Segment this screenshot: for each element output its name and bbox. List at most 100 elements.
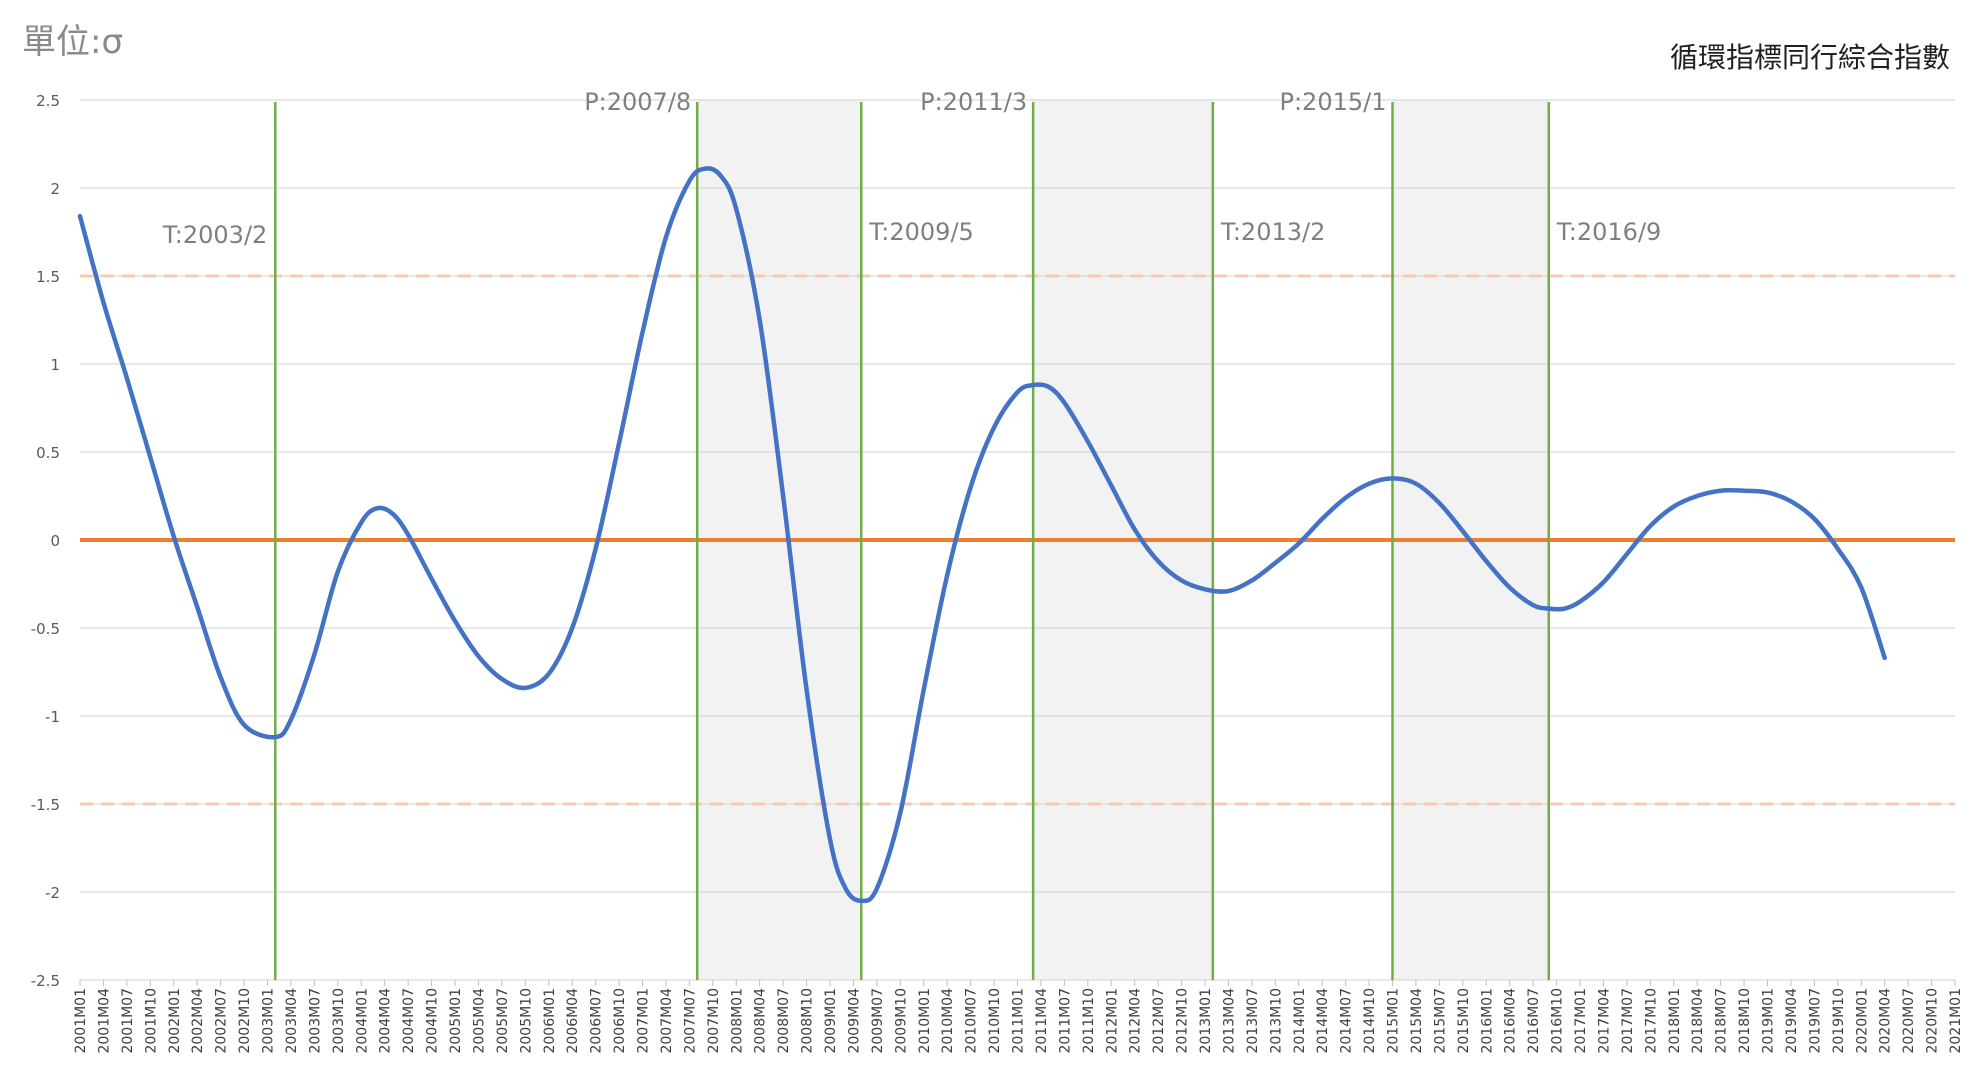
y-tick-label: 1.5 (36, 268, 60, 286)
x-tick-label: 2020M10 (1925, 988, 1941, 1054)
unit-label: 單位:σ (22, 22, 124, 62)
turning-point-label: P:2011/3 (920, 88, 1027, 116)
x-tick-label: 2008M10 (800, 988, 816, 1054)
x-tick-label: 2005M07 (495, 988, 511, 1054)
x-tick-label: 2015M10 (1456, 988, 1472, 1054)
x-tick-label: 2004M04 (378, 988, 394, 1054)
x-tick-label: 2007M01 (636, 988, 652, 1054)
x-tick-label: 2004M01 (354, 988, 370, 1054)
turning-point-label: P:2007/8 (584, 88, 691, 116)
x-tick-label: 2016M07 (1526, 988, 1542, 1054)
y-tick-label: 0 (50, 532, 60, 550)
x-tick-label: 2004M10 (425, 988, 441, 1054)
reference-lines (80, 274, 1955, 806)
x-tick-label: 2009M04 (846, 988, 862, 1054)
x-tick-label: 2014M01 (1292, 988, 1308, 1054)
x-tick-label: 2020M07 (1901, 988, 1917, 1054)
x-tick-label: 2019M04 (1784, 988, 1800, 1054)
x-tick-label: 2014M07 (1339, 988, 1355, 1054)
x-tick-label: 2006M07 (589, 988, 605, 1054)
x-tick-label: 2003M04 (284, 988, 300, 1054)
x-tick-label: 2019M07 (1807, 988, 1823, 1054)
x-tick-label: 2002M01 (167, 988, 183, 1054)
x-tick-label: 2020M04 (1878, 988, 1894, 1054)
turning-point-label: T:2013/2 (1220, 218, 1326, 246)
y-tick-label: -1.5 (31, 796, 60, 814)
y-tick-label: 1 (50, 356, 60, 374)
turning-point-labels: T:2003/2 P:2007/8 T:2009/5 P:2011/3 T:2013/2… (162, 88, 1662, 249)
x-tick-label: 2017M01 (1573, 988, 1589, 1054)
x-tick-label: 2018M07 (1714, 988, 1730, 1054)
x-tick-label: 2013M10 (1268, 988, 1284, 1054)
x-tick-label: 2001M07 (120, 988, 136, 1054)
x-tick-label: 2014M10 (1362, 988, 1378, 1054)
x-tick-label: 2020M01 (1854, 988, 1870, 1054)
x-tick-label: 2011M01 (1011, 988, 1027, 1054)
x-tick-label: 2009M07 (870, 988, 886, 1054)
x-tick-label: 2002M10 (237, 988, 253, 1054)
series-line (77, 166, 1887, 904)
y-tick-label: 2 (50, 180, 60, 198)
turning-point-lines (274, 102, 1550, 980)
x-tick-label: 2021M01 (1948, 988, 1964, 1054)
x-tick-label: 2012M10 (1175, 988, 1191, 1054)
x-tick-label: 2012M04 (1128, 988, 1144, 1054)
x-tick-label: 2018M01 (1667, 988, 1683, 1054)
x-tick-label: 2002M04 (190, 988, 206, 1054)
x-tick-label: 2017M04 (1596, 988, 1612, 1054)
x-tick-label: 2007M04 (659, 988, 675, 1054)
x-tick-label: 2015M01 (1386, 988, 1402, 1054)
x-tick-label: 2007M10 (706, 988, 722, 1054)
x-tick-label: 2001M04 (96, 988, 112, 1054)
x-tick-label: 2001M01 (73, 988, 89, 1054)
y-tick-label: 2.5 (36, 92, 60, 110)
x-tick-label: 2010M01 (917, 988, 933, 1054)
y-tick-label: -0.5 (31, 620, 60, 638)
x-tick-label: 2012M01 (1104, 988, 1120, 1054)
x-tick-label: 2015M04 (1409, 988, 1425, 1054)
x-tick-label: 2013M01 (1198, 988, 1214, 1054)
x-tick-label: 2006M10 (612, 988, 628, 1054)
x-tick-label: 2008M01 (729, 988, 745, 1054)
x-tick-label: 2009M01 (823, 988, 839, 1054)
x-tick-label: 2008M07 (776, 988, 792, 1054)
y-tick-label: -1 (45, 708, 60, 726)
x-tick-label: 2005M01 (448, 988, 464, 1054)
x-tick-label: 2004M07 (401, 988, 417, 1054)
x-tick-label: 2011M07 (1057, 988, 1073, 1054)
x-tick-label: 2009M10 (893, 988, 909, 1054)
x-tick-label: 2006M04 (565, 988, 581, 1054)
x-tick-label: 2010M04 (940, 988, 956, 1054)
turning-point-label: P:2015/1 (1280, 88, 1387, 116)
x-tick-label: 2006M01 (542, 988, 558, 1054)
turning-point-label: T:2003/2 (162, 221, 268, 249)
x-tick-label: 2017M07 (1620, 988, 1636, 1054)
x-tick-label: 2003M01 (261, 988, 277, 1054)
x-tick-label: 2011M10 (1081, 988, 1097, 1054)
x-tick-label: 2019M10 (1831, 988, 1847, 1054)
x-tick-label: 2001M10 (143, 988, 159, 1054)
x-tick-label: 2008M04 (753, 988, 769, 1054)
x-tick-label: 2003M10 (331, 988, 347, 1054)
x-tick-label: 2005M04 (471, 988, 487, 1054)
x-tick-label: 2010M07 (964, 988, 980, 1054)
x-tick-label: 2007M07 (682, 988, 698, 1054)
turning-point-label: T:2016/9 (1556, 218, 1662, 246)
x-tick-label: 2005M10 (518, 988, 534, 1054)
x-tick-label: 2018M04 (1690, 988, 1706, 1054)
x-tick-label: 2002M07 (214, 988, 230, 1054)
x-tick-label: 2016M10 (1550, 988, 1566, 1054)
x-tick-label: 2011M04 (1034, 988, 1050, 1054)
x-tick-label: 2018M10 (1737, 988, 1753, 1054)
x-tick-label: 2013M07 (1245, 988, 1261, 1054)
y-tick-label: 0.5 (36, 444, 60, 462)
y-tick-label: -2.5 (31, 972, 60, 990)
y-axis-labels: 2.5 2 1.5 1 0.5 0 -0.5 -1 -1.5 -2 -2.5 (31, 92, 60, 990)
x-tick-label: 2003M07 (307, 988, 323, 1054)
x-tick-label: 2014M04 (1315, 988, 1331, 1054)
turning-point-label: T:2009/5 (868, 218, 974, 246)
x-tick-label: 2019M01 (1761, 988, 1777, 1054)
x-tick-label: 2016M01 (1479, 988, 1495, 1054)
